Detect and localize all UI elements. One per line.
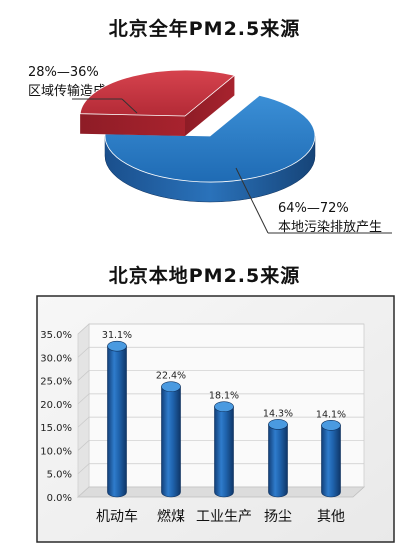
bar	[268, 419, 288, 498]
bar	[161, 381, 181, 498]
bar-top	[214, 401, 234, 413]
bar-top	[321, 420, 341, 431]
pie-label-local: 64%—72% 本地污染排放产生	[278, 199, 382, 237]
bar-chart-frame	[36, 295, 395, 543]
bar-chart-floor	[76, 486, 366, 498]
pie-slice-regional-cut	[185, 75, 235, 136]
pie-slice-local-top	[104, 94, 316, 183]
bar-body	[214, 406, 234, 498]
bar-body	[107, 345, 127, 498]
pie-label-local-text: 本地污染排放产生	[278, 220, 383, 235]
bar-chart-back-wall	[88, 323, 365, 488]
pie-label-regional-range: 28%—36%	[28, 65, 99, 80]
leader-line-local-diag	[235, 167, 269, 234]
bar-top	[161, 381, 181, 392]
bar-value-label: 31.1%	[102, 330, 132, 341]
y-tick-label: 30.0%	[40, 353, 72, 364]
bar-value-label: 22.4%	[156, 371, 186, 382]
bar-value-label: 18.1%	[209, 391, 239, 402]
pie-slice-regional-cut	[80, 113, 185, 136]
leader-line-regional-diag	[121, 98, 138, 114]
pie-slice-regional-top	[79, 69, 236, 117]
pie-label-local-range: 64%—72%	[278, 201, 349, 216]
bar-chart-left-wall	[77, 323, 90, 498]
gridline-side	[77, 463, 90, 474]
x-category-label: 其他	[317, 509, 345, 525]
bar-body	[321, 425, 341, 498]
y-tick-label: 15.0%	[40, 423, 72, 434]
bar-body	[161, 386, 181, 498]
gridline-side	[77, 416, 90, 428]
pie-slice-regional	[79, 69, 236, 136]
gridline-side	[77, 323, 90, 335]
y-tick-label: 25.0%	[40, 377, 72, 388]
bar-top	[107, 340, 127, 352]
pie-chart-title: 北京全年PM2.5来源	[108, 18, 301, 40]
y-tick-label: 5.0%	[47, 470, 72, 481]
x-category-label: 工业生产	[196, 509, 252, 525]
gridline-side	[77, 370, 90, 381]
bar-chart-title: 北京本地PM2.5来源	[108, 265, 301, 287]
y-tick-label: 10.0%	[40, 446, 72, 457]
pie-label-regional-text: 区域传输造成	[28, 84, 107, 99]
x-category-label: 燃煤	[157, 508, 185, 525]
bar-value-label: 14.1%	[316, 409, 346, 420]
y-tick-label: 35.0%	[40, 330, 72, 341]
x-category-label: 扬尘	[264, 509, 292, 525]
bar	[107, 340, 127, 498]
gridline-side	[77, 486, 90, 498]
bar-top	[268, 419, 288, 430]
gridline-side	[77, 347, 90, 358]
pie-chart	[72, 69, 392, 234]
bar	[214, 401, 234, 498]
y-tick-label: 0.0%	[47, 493, 72, 504]
gridline-side	[77, 393, 90, 405]
gridline-side	[77, 440, 90, 451]
y-tick-label: 20.0%	[40, 400, 72, 411]
bar	[321, 420, 341, 498]
pie-label-regional: 28%—36% 区域传输造成	[28, 63, 106, 101]
x-category-label: 机动车	[96, 508, 138, 525]
pie-slice-local	[104, 94, 316, 203]
bar-value-label: 14.3%	[263, 408, 293, 419]
bar-body	[268, 424, 288, 498]
